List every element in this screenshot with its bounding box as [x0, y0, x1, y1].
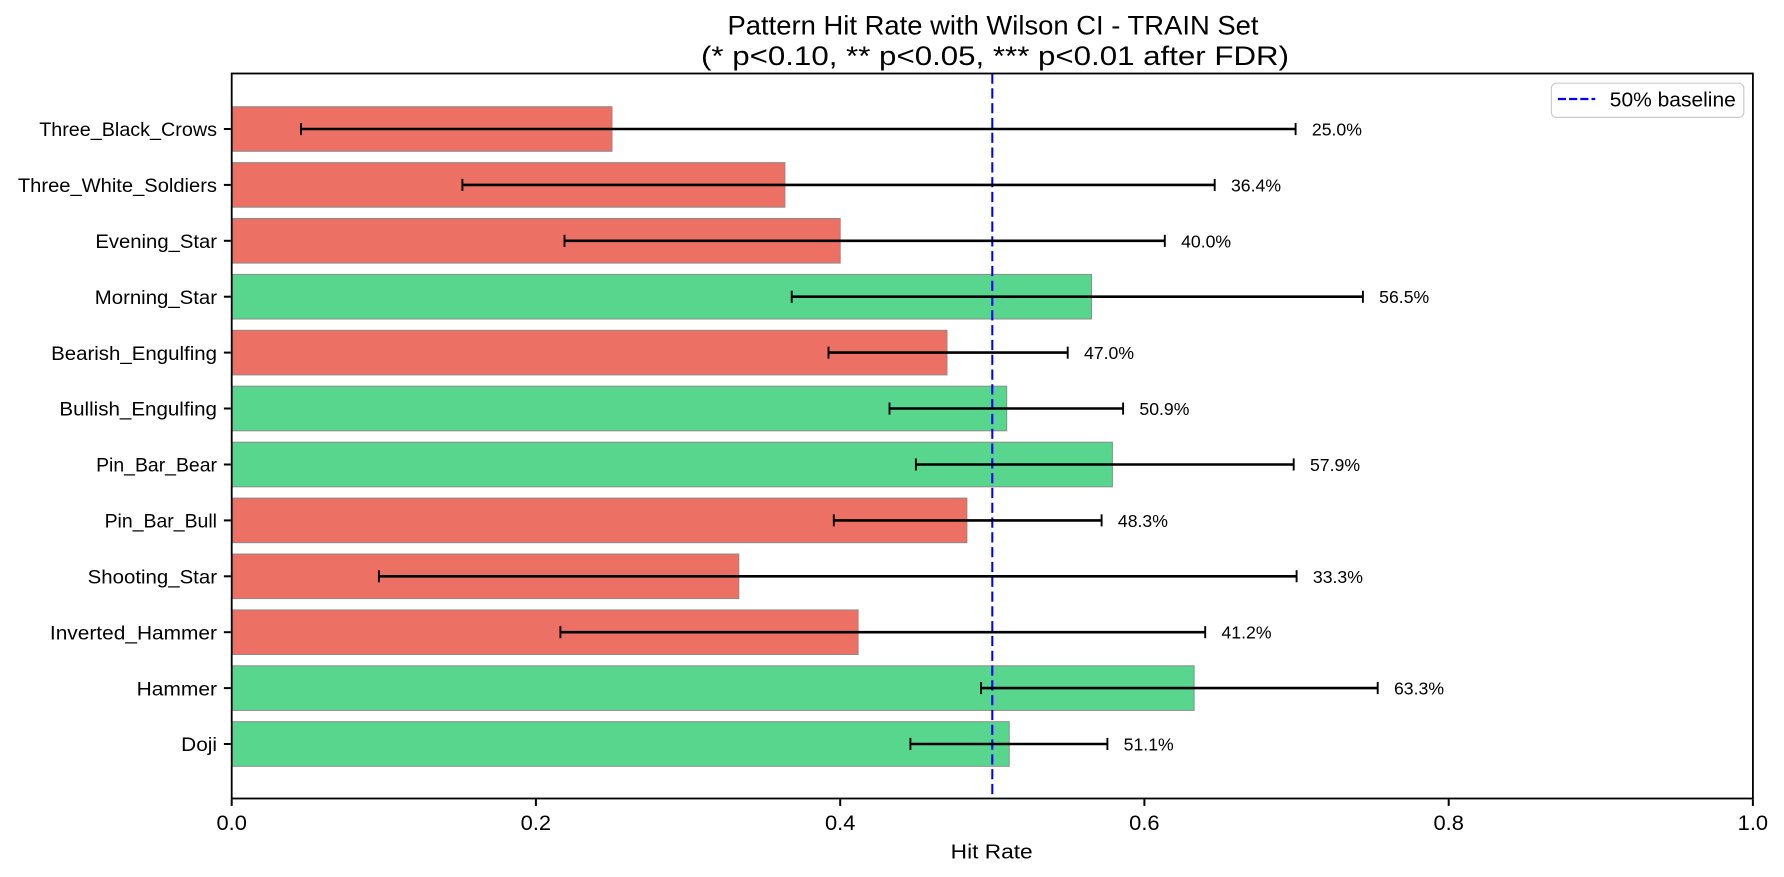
svg-text:47.0%: 47.0% — [1084, 343, 1134, 363]
svg-text:Three_White_Soldiers: Three_White_Soldiers — [18, 175, 217, 197]
svg-text:51.1%: 51.1% — [1124, 735, 1174, 755]
svg-text:63.3%: 63.3% — [1394, 679, 1444, 699]
svg-text:0.8: 0.8 — [1434, 812, 1464, 835]
svg-text:Bearish_Engulfing: Bearish_Engulfing — [51, 343, 217, 365]
svg-text:56.5%: 56.5% — [1379, 287, 1429, 307]
svg-text:57.9%: 57.9% — [1310, 455, 1360, 475]
svg-text:Bullish_Engulfing: Bullish_Engulfing — [59, 399, 217, 421]
svg-text:0.0: 0.0 — [217, 812, 247, 835]
svg-text:48.3%: 48.3% — [1118, 511, 1168, 531]
svg-text:0.4: 0.4 — [825, 812, 856, 835]
svg-text:Morning_Star: Morning_Star — [95, 287, 218, 309]
svg-text:50% baseline: 50% baseline — [1610, 90, 1736, 112]
svg-text:Doji: Doji — [181, 734, 217, 756]
svg-text:Pin_Bar_Bear: Pin_Bar_Bear — [96, 455, 217, 477]
svg-text:(* p<0.10, ** p<0.05, *** p<0.: (* p<0.10, ** p<0.05, *** p<0.01 after F… — [701, 41, 1289, 71]
svg-text:Inverted_Hammer: Inverted_Hammer — [50, 622, 218, 644]
svg-text:0.2: 0.2 — [521, 812, 551, 835]
svg-text:40.0%: 40.0% — [1181, 231, 1231, 251]
svg-text:50.9%: 50.9% — [1139, 399, 1189, 419]
svg-text:Pin_Bar_Bull: Pin_Bar_Bull — [105, 511, 217, 533]
svg-text:36.4%: 36.4% — [1231, 175, 1281, 195]
svg-text:Pattern Hit Rate with Wilson C: Pattern Hit Rate with Wilson CI - TRAIN … — [728, 11, 1260, 41]
svg-text:Three_Black_Crows: Three_Black_Crows — [39, 119, 217, 141]
svg-text:Hit Rate: Hit Rate — [951, 842, 1033, 864]
svg-text:33.3%: 33.3% — [1313, 567, 1363, 587]
svg-text:Evening_Star: Evening_Star — [95, 231, 217, 253]
svg-text:Hammer: Hammer — [137, 678, 218, 700]
svg-text:25.0%: 25.0% — [1312, 120, 1362, 140]
svg-text:1.0: 1.0 — [1738, 812, 1768, 835]
svg-text:0.6: 0.6 — [1129, 812, 1159, 835]
svg-text:41.2%: 41.2% — [1222, 623, 1272, 643]
svg-text:Shooting_Star: Shooting_Star — [88, 567, 218, 589]
